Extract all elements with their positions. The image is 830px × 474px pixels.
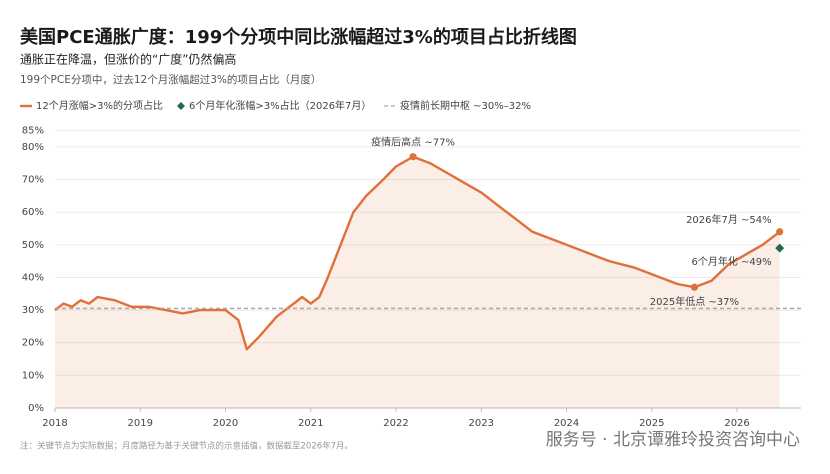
annotation-label: 疫情后高点 ~77% bbox=[371, 136, 455, 149]
legend-label: 疫情前长期中枢 ~30%–32% bbox=[400, 99, 531, 112]
annotation-label: 2025年低点 ~37% bbox=[650, 295, 739, 308]
x-tick-label: 2022 bbox=[383, 418, 408, 429]
x-tick-label: 2024 bbox=[554, 418, 579, 429]
x-tick-label: 2023 bbox=[469, 418, 494, 429]
x-tick-label: 2018 bbox=[42, 418, 67, 429]
legend-label: 6个月年化涨幅>3%占比（2026年7月） bbox=[189, 99, 371, 112]
marker-diamond bbox=[775, 243, 785, 253]
watermark: 服务号 · 北京谭雅玲投资咨询中心 bbox=[546, 430, 800, 450]
line bbox=[54, 155, 781, 351]
annotation-dot bbox=[776, 228, 784, 236]
y-tick-label: 80% bbox=[22, 142, 44, 153]
y-tick-label: 40% bbox=[22, 272, 44, 283]
x-tick-label: 2026 bbox=[724, 418, 749, 429]
chart-subtitle: 通胀正在降温，但涨价的“广度”仍然偏高 bbox=[20, 52, 236, 67]
chart-description: 199个PCE分项中，过去12个月涨幅超过3%的项目占比（月度） bbox=[20, 73, 321, 86]
y-tick-label: 60% bbox=[22, 207, 44, 218]
x-tick-label: 2021 bbox=[298, 418, 323, 429]
area bbox=[55, 156, 780, 408]
x-tick-label: 2025 bbox=[639, 418, 664, 429]
chart-title: 美国PCE通胀广度：199个分项中同比涨幅超过3%的项目占比折线图 bbox=[20, 26, 577, 48]
y-tick-label: 30% bbox=[22, 305, 44, 316]
y-tick-label: 85% bbox=[22, 126, 44, 137]
marker-label: 6个月年化 ~49% bbox=[692, 255, 772, 268]
y-tick-label: 10% bbox=[22, 370, 44, 381]
y-tick-label: 0% bbox=[28, 403, 44, 414]
legend-swatch bbox=[177, 102, 185, 110]
chart-note: 注：关键节点为实际数据；月度路径为基于关键节点的示意插值，数据截至2026年7月… bbox=[20, 441, 353, 452]
annotation-label: 2026年7月 ~54% bbox=[686, 213, 772, 226]
annotation-dot bbox=[409, 153, 417, 161]
legend-label: 12个月涨幅>3%的分项占比 bbox=[36, 99, 163, 112]
y-tick-label: 20% bbox=[22, 338, 44, 349]
y-tick-label: 70% bbox=[22, 175, 44, 186]
y-tick-label: 50% bbox=[22, 240, 44, 251]
x-tick-label: 2019 bbox=[128, 418, 153, 429]
x-tick-label: 2020 bbox=[213, 418, 238, 429]
annotation-dot bbox=[690, 283, 699, 291]
